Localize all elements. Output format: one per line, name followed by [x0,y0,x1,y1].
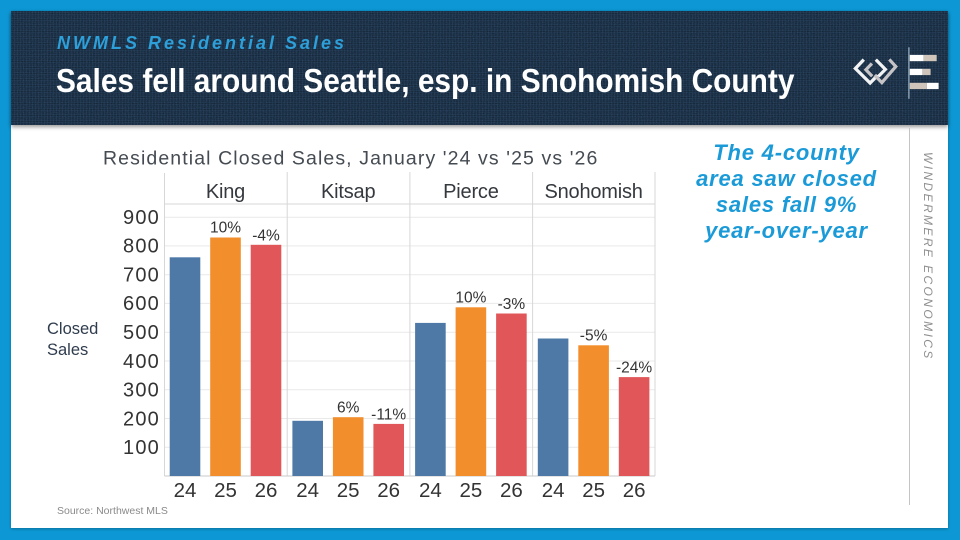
svg-text:26: 26 [377,479,400,502]
svg-text:10%: 10% [210,220,241,237]
svg-text:26: 26 [255,479,278,502]
svg-text:-5%: -5% [580,328,608,345]
svg-text:25: 25 [337,479,360,502]
svg-text:24: 24 [174,479,197,502]
svg-text:600: 600 [123,293,160,315]
svg-text:200: 200 [123,408,160,430]
svg-text:500: 500 [123,322,160,344]
svg-text:-11%: -11% [371,406,406,423]
svg-text:400: 400 [123,351,160,373]
svg-text:-3%: -3% [498,296,526,313]
svg-text:900: 900 [123,207,160,229]
svg-text:300: 300 [123,380,160,402]
svg-text:6%: 6% [337,400,360,417]
svg-text:Residential Closed Sales, Janu: Residential Closed Sales, January '24 vs… [103,148,598,170]
svg-text:700: 700 [123,265,160,287]
svg-text:25: 25 [582,479,605,502]
svg-text:24: 24 [419,479,442,502]
svg-text:Pierce: Pierce [443,181,499,203]
svg-text:-24%: -24% [616,360,652,377]
svg-text:25: 25 [214,479,237,502]
svg-text:26: 26 [623,479,646,502]
svg-text:24: 24 [296,479,319,502]
svg-text:Kitsap: Kitsap [321,181,375,203]
svg-text:King: King [206,181,245,203]
svg-text:25: 25 [459,479,482,502]
svg-text:Snohomish: Snohomish [544,181,642,203]
svg-text:Closed: Closed [47,320,98,338]
svg-text:26: 26 [500,479,523,502]
svg-text:10%: 10% [455,290,486,307]
svg-text:24: 24 [542,479,565,502]
svg-text:800: 800 [123,236,160,258]
svg-text:100: 100 [123,437,160,459]
svg-text:Sales: Sales [47,341,88,359]
svg-text:-4%: -4% [252,228,280,245]
